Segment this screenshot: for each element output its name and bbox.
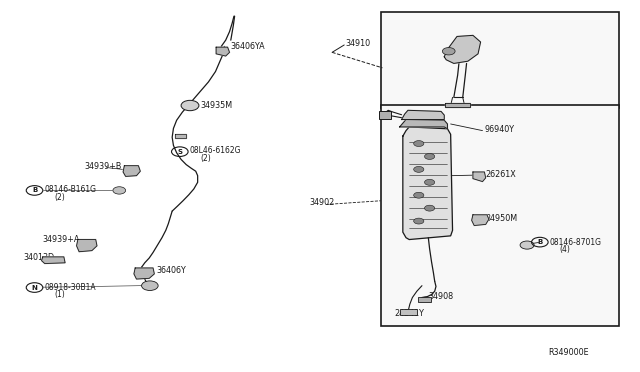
Polygon shape bbox=[472, 215, 489, 225]
Text: R349000E: R349000E bbox=[548, 349, 589, 357]
Circle shape bbox=[520, 241, 534, 249]
Text: N: N bbox=[31, 285, 38, 291]
Polygon shape bbox=[473, 172, 486, 182]
Text: 08146-B161G: 08146-B161G bbox=[45, 185, 97, 194]
Polygon shape bbox=[403, 127, 452, 240]
Text: 34939+A: 34939+A bbox=[43, 235, 80, 244]
Polygon shape bbox=[175, 134, 186, 138]
Text: 34013D: 34013D bbox=[24, 253, 55, 263]
Bar bbox=[400, 310, 417, 315]
Polygon shape bbox=[445, 103, 470, 107]
Bar bbox=[381, 13, 620, 109]
Circle shape bbox=[424, 154, 435, 160]
Text: 96940Y: 96940Y bbox=[484, 125, 515, 134]
Text: S: S bbox=[177, 149, 182, 155]
Circle shape bbox=[413, 166, 424, 172]
Circle shape bbox=[413, 192, 424, 198]
Polygon shape bbox=[444, 35, 481, 63]
Bar bbox=[380, 112, 391, 119]
Polygon shape bbox=[401, 110, 444, 119]
Text: 34950M: 34950M bbox=[486, 214, 518, 222]
Polygon shape bbox=[123, 166, 140, 176]
Circle shape bbox=[413, 218, 424, 224]
Text: 08918-30B1A: 08918-30B1A bbox=[45, 283, 97, 292]
Circle shape bbox=[113, 187, 125, 194]
Text: 34910: 34910 bbox=[346, 39, 371, 48]
Text: B: B bbox=[32, 187, 37, 193]
Text: (2): (2) bbox=[54, 193, 65, 202]
Text: 34935M: 34935M bbox=[201, 101, 233, 110]
Text: 24341Y: 24341Y bbox=[394, 308, 424, 318]
Circle shape bbox=[424, 179, 435, 185]
Circle shape bbox=[181, 100, 199, 111]
Polygon shape bbox=[399, 119, 447, 129]
Text: (2): (2) bbox=[201, 154, 212, 163]
Text: 34939+B: 34939+B bbox=[84, 162, 122, 171]
Text: 26261X: 26261X bbox=[486, 170, 516, 179]
Text: (1): (1) bbox=[54, 290, 65, 299]
Text: 08146-8701G: 08146-8701G bbox=[549, 238, 602, 247]
Polygon shape bbox=[42, 257, 65, 263]
Polygon shape bbox=[216, 47, 230, 56]
Circle shape bbox=[413, 141, 424, 147]
Text: (4): (4) bbox=[559, 245, 570, 254]
Bar bbox=[381, 105, 620, 326]
Text: B: B bbox=[537, 239, 543, 245]
Circle shape bbox=[424, 205, 435, 211]
Bar bbox=[418, 297, 431, 302]
Polygon shape bbox=[134, 268, 154, 279]
Circle shape bbox=[141, 281, 158, 291]
Text: 34908: 34908 bbox=[428, 292, 454, 301]
Text: 36406YA: 36406YA bbox=[231, 42, 266, 51]
Text: 36406Y: 36406Y bbox=[156, 266, 186, 275]
Text: 08L46-6162G: 08L46-6162G bbox=[189, 146, 241, 155]
Circle shape bbox=[442, 48, 455, 55]
Text: 34902: 34902 bbox=[310, 198, 335, 207]
Polygon shape bbox=[77, 240, 97, 252]
